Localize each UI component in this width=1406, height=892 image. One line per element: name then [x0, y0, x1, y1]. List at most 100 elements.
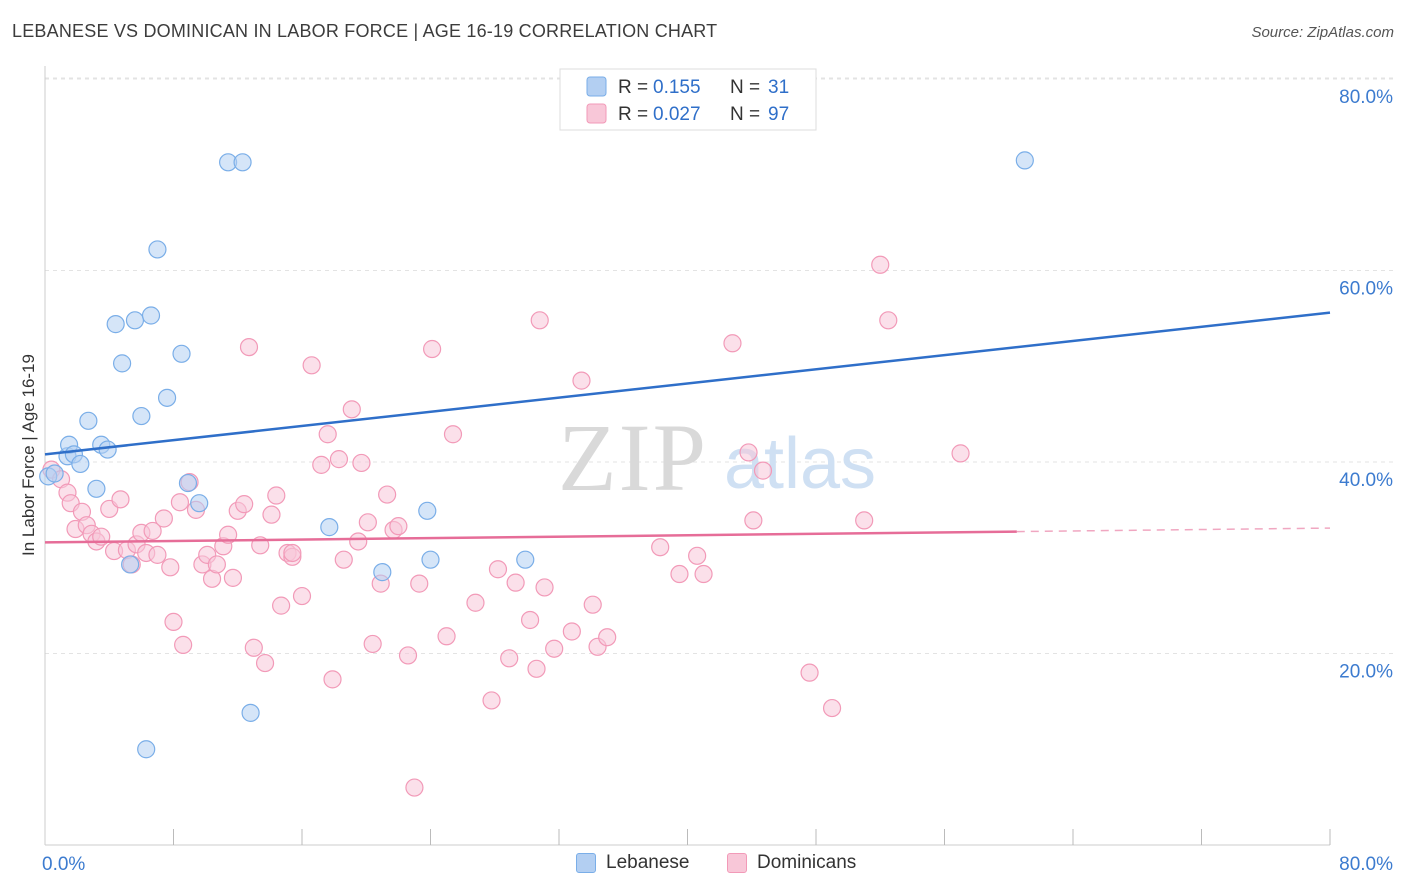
source-label: Source: ZipAtlas.com [1251, 24, 1394, 41]
dominicans-point [267, 486, 286, 505]
lebanese-point [137, 740, 156, 759]
legend-item-lebanese[interactable]: Lebanese [576, 852, 689, 874]
lebanese-point [320, 518, 339, 537]
dominicans-point [423, 339, 442, 359]
dominicans-point [583, 595, 602, 614]
dominicans-point [572, 371, 591, 390]
dominicans-point [405, 778, 424, 797]
dominicans-point [161, 558, 180, 577]
lebanese-point [157, 388, 177, 407]
y-tick-labels: 20.0% 40.0% 60.0% 80.0% [1339, 87, 1393, 683]
stats-legend-r-value: 0.027 [653, 104, 701, 125]
x-tick-label: 0.0% [42, 854, 85, 875]
x-tick-labels: 0.0% 80.0% [42, 854, 1393, 875]
legend-item-dominicans[interactable]: Dominicans [727, 852, 856, 874]
dominicans-point [329, 450, 349, 469]
lebanese-point [125, 311, 145, 330]
y-tick-label: 60.0% [1339, 279, 1393, 300]
dominicans-point [363, 634, 382, 654]
lebanese-point [418, 501, 437, 520]
lebanese-point [87, 479, 106, 498]
dominicans-trend-line-dashed [1016, 527, 1331, 533]
y-tick-label: 20.0% [1339, 662, 1393, 683]
dominicans-point [349, 532, 368, 551]
dominicans-point [207, 555, 226, 574]
lebanese-point [148, 240, 167, 259]
lebanese-point [190, 494, 209, 513]
stats-legend: R = 0.155 N = 31 R = 0.027 N = 97 [559, 68, 817, 131]
dominicans-point [239, 338, 259, 357]
stats-legend-n-value: 97 [768, 104, 789, 125]
dominicans-point [800, 663, 819, 682]
stats-legend-swatch-lebanese [586, 76, 607, 97]
dominicans-point [318, 425, 337, 444]
legend-label-dominicans: Dominicans [757, 852, 857, 873]
dominicans-point [262, 505, 281, 524]
series-legend: Lebanese Dominicans [0, 852, 1406, 876]
dominicans-point [244, 638, 263, 657]
lebanese-point [79, 411, 98, 430]
dominicans-point [352, 453, 371, 473]
lebanese-trend-line [44, 311, 1331, 456]
dominicans-point [527, 659, 546, 678]
dominicans-point [143, 521, 162, 541]
dominicans-point [500, 649, 519, 668]
dominicans-point [378, 485, 397, 504]
dominicans-point [530, 311, 549, 330]
stats-legend-n-label: N = [730, 77, 760, 98]
dominicans-point [323, 670, 342, 689]
dominicans-point [466, 593, 485, 612]
dominicans-point [255, 653, 275, 673]
watermark-zip: ZIP [558, 404, 708, 511]
y-axis-label: In Labor Force | Age 16-19 [19, 354, 38, 556]
dominicans-point [437, 627, 456, 646]
dominicans-point [292, 586, 312, 606]
dominicans-point [723, 334, 742, 353]
legend-label-lebanese: Lebanese [606, 852, 690, 873]
dominicans-point [744, 511, 763, 530]
dominicans-point [170, 493, 190, 512]
dominicans-point [154, 509, 173, 528]
dominicans-point [111, 490, 130, 509]
lebanese-point [172, 344, 191, 363]
dominicans-point [283, 543, 302, 563]
dominicans-point [342, 400, 361, 419]
lebanese-point [132, 406, 151, 426]
dominicans-point [598, 628, 617, 647]
lebanese-point [141, 306, 161, 325]
y-tick-label: 40.0% [1339, 470, 1393, 491]
dominicans-point [879, 311, 898, 330]
dominicans-point [545, 639, 564, 658]
dominicans-point [562, 622, 581, 641]
dominicans-point [443, 425, 463, 444]
dominicans-point [235, 495, 254, 514]
dominicans-point [174, 635, 193, 654]
dominicans-point [871, 255, 890, 274]
stats-legend-swatch-dominicans [586, 103, 607, 124]
dominicans-point [753, 461, 773, 480]
lebanese-point [516, 550, 535, 569]
dominicans-point [670, 564, 689, 584]
dominicans-point [822, 698, 842, 718]
y-tick-label: 80.0% [1339, 87, 1393, 108]
dominicans-point [951, 444, 970, 463]
dominicans-point [651, 538, 670, 557]
chart-title: LEBANESE VS DOMINICAN IN LABOR FORCE | A… [12, 21, 718, 41]
dominicans-point [389, 517, 408, 536]
dominicans-point [223, 568, 243, 587]
data-points [39, 151, 1034, 797]
stats-legend-r-label: R = [618, 104, 648, 125]
dominicans-point [855, 511, 874, 530]
dominicans-point [535, 578, 554, 597]
dominicans-point [148, 545, 167, 564]
dominicans-point [358, 513, 377, 532]
legend-swatch-lebanese [576, 853, 596, 873]
dominicans-point [488, 560, 508, 579]
dominicans-point [520, 610, 540, 630]
stats-legend-r-label: R = [618, 77, 648, 98]
lebanese-point [373, 563, 392, 582]
lebanese-point [178, 473, 198, 493]
lebanese-point [421, 550, 440, 569]
dominicans-point [688, 546, 707, 565]
